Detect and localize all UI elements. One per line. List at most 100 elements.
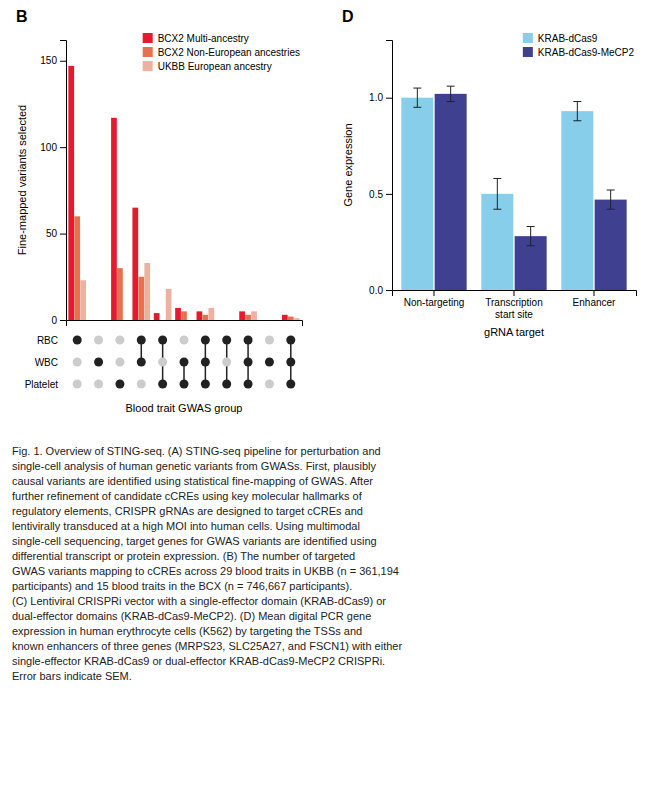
y-tick-label: 0.5 [369, 189, 383, 200]
y-axis-title: Fine-mapped variants selected [16, 105, 28, 255]
dot [244, 380, 253, 389]
y-tick-mark [386, 290, 392, 291]
bar [90, 320, 96, 321]
bar [288, 317, 294, 320]
x-tick: Transcriptionstart site [485, 290, 542, 320]
title: B [16, 8, 28, 25]
series [68, 66, 287, 320]
chart-0: 050100150RBCWBCPlateletBlood trait GWAS … [16, 8, 303, 414]
bar [435, 94, 467, 290]
y-tick-mark [60, 234, 66, 235]
dot [73, 358, 82, 367]
legend: KRAB-dCas9KRAB-dCas9-MeCP2 [523, 33, 635, 58]
y-axis-line [60, 41, 67, 321]
legend-item: UKBB European ancestry [143, 61, 272, 72]
y-tick-mark [386, 98, 392, 99]
caption-line: participants) and 15 blood traits in the… [12, 580, 352, 592]
dot [180, 380, 189, 389]
dot [158, 358, 167, 367]
x-axis-title: gRNA target [484, 326, 544, 338]
x-axis-line [393, 291, 637, 297]
dot [137, 380, 146, 389]
error-bar [527, 227, 535, 246]
bar [175, 308, 181, 320]
y-axis-line [386, 41, 393, 291]
bar [144, 263, 150, 320]
dot [222, 358, 231, 367]
bar [197, 311, 203, 320]
legend-swatch [523, 33, 533, 43]
dot [244, 358, 253, 367]
chart-1: 0.00.51.0Non-targetingTranscriptionstart… [342, 8, 637, 338]
y-tick-label: 150 [40, 55, 57, 66]
dot [137, 336, 146, 345]
title: D [342, 8, 354, 25]
legend-swatch [143, 47, 153, 57]
dot [158, 380, 167, 389]
y-tick: 100 [40, 142, 66, 153]
dot [201, 358, 210, 367]
error-bar [493, 178, 501, 209]
bar [273, 320, 279, 321]
x-tick: Non-targeting [404, 290, 465, 308]
error-bar [607, 190, 615, 209]
legend: BCX2 Multi-ancestryBCX2 Non-European anc… [143, 33, 300, 72]
bar [294, 318, 300, 320]
legend-item: BCX2 Multi-ancestry [143, 33, 249, 44]
figure: 050100150RBCWBCPlateletBlood trait GWAS … [0, 0, 654, 797]
dot [180, 358, 189, 367]
dot-row-label: RBC [37, 335, 58, 346]
x-tick-label-line: Transcription [485, 297, 542, 308]
bar [595, 200, 627, 290]
y-axis-title: Gene expression [342, 123, 354, 206]
bar [181, 311, 187, 320]
dot [222, 336, 231, 345]
x-tick-label: Enhancer [573, 297, 616, 308]
bar [202, 315, 208, 320]
error-bar [573, 102, 581, 121]
dot [94, 336, 103, 345]
dot [265, 336, 274, 345]
x-tick-label: Non-targeting [404, 297, 465, 308]
caption-line: differential transcript or protein expre… [12, 550, 355, 562]
series [435, 86, 627, 290]
caption-line: causal variants are identified using sta… [12, 475, 373, 487]
caption-line: Fig. 1. Overview of STING-seq. (A) STING… [12, 445, 381, 457]
dot [158, 336, 167, 345]
caption-line: regulatory elements, CRISPR gRNAs are de… [12, 505, 363, 517]
caption-line: single-effector KRAB-dCas9 or dual-effec… [12, 655, 385, 667]
legend-label: BCX2 Multi-ancestry [158, 33, 249, 44]
bar [267, 320, 273, 321]
series [401, 88, 593, 290]
dot [115, 380, 124, 389]
dot [201, 336, 210, 345]
dot [94, 380, 103, 389]
y-tick-mark [60, 320, 66, 321]
caption: GWAS variants mapping to cCREs across 29… [12, 565, 402, 682]
caption-line: dual-effector domains (KRAB-dCas9-MeCP2)… [12, 610, 371, 622]
dot [180, 336, 189, 345]
caption: Fig. 1. Overview of STING-seq. (A) STING… [12, 445, 381, 562]
y-tick-mark [60, 61, 66, 62]
bar [251, 311, 257, 320]
x-tick: Enhancer [573, 290, 616, 308]
bar [224, 320, 230, 321]
plot-area [401, 86, 626, 290]
bar [261, 320, 267, 321]
bar [74, 216, 80, 320]
bar [561, 111, 593, 290]
y-axis: 0.00.51.0 [369, 41, 392, 296]
y-tick: 0 [51, 315, 66, 326]
x-tick-label-line: start site [495, 309, 533, 320]
dot [201, 380, 210, 389]
bar [187, 320, 193, 321]
bar [80, 280, 86, 320]
series [74, 216, 293, 320]
y-tick: 0.0 [369, 285, 392, 296]
dot [222, 380, 231, 389]
x-tick-mark [434, 290, 435, 296]
x-tick-mark [594, 290, 595, 296]
bar [96, 320, 102, 321]
legend-swatch [143, 61, 153, 71]
dot-row-label: Platelet [25, 379, 59, 390]
